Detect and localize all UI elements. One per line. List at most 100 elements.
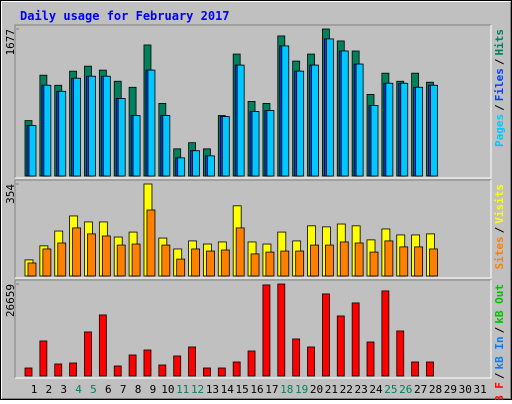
bar xyxy=(247,350,256,377)
bar xyxy=(385,82,394,177)
bar xyxy=(411,361,420,377)
bar xyxy=(72,227,82,277)
legend-separator: / xyxy=(493,104,506,111)
x-tick-label: 1 xyxy=(31,383,38,396)
bar xyxy=(325,38,334,177)
x-tick-label: 4 xyxy=(75,383,82,396)
y-tick-label: 354 xyxy=(4,184,17,204)
bar xyxy=(265,251,275,277)
bar xyxy=(192,150,200,177)
legend: kB F / kB In / kB Out xyxy=(493,284,506,400)
bar xyxy=(277,283,286,377)
bevel xyxy=(2,2,511,399)
x-tick-label: 24 xyxy=(369,383,383,396)
y-tick-label: 26659 xyxy=(4,284,17,317)
bar xyxy=(366,341,375,377)
bar xyxy=(354,242,364,277)
bar xyxy=(217,367,226,377)
bar xyxy=(39,340,48,377)
x-tick-label: 28 xyxy=(429,383,442,396)
panel-bevel xyxy=(15,180,492,279)
bar xyxy=(84,331,92,377)
bar xyxy=(24,367,33,377)
legend-separator: / xyxy=(493,326,506,333)
bar xyxy=(88,75,96,177)
x-tick-label: 5 xyxy=(90,383,97,396)
legend: Pages / Files / Hits xyxy=(493,29,506,147)
panel-bevel xyxy=(15,25,492,179)
bar xyxy=(69,362,78,377)
bar xyxy=(384,240,394,277)
x-tick-label: 14 xyxy=(221,383,235,396)
legend-entry: kB In xyxy=(493,336,506,369)
bar xyxy=(250,253,260,277)
bar xyxy=(128,354,137,377)
bar xyxy=(191,248,200,277)
bar xyxy=(381,290,390,377)
x-tick-label: 9 xyxy=(150,383,157,396)
x-tick-label: 20 xyxy=(310,383,323,396)
x-tick-label: 6 xyxy=(105,383,112,396)
legend-entry: kB F xyxy=(493,382,506,400)
bar xyxy=(28,125,37,177)
x-tick-label: 29 xyxy=(444,383,457,396)
bar xyxy=(73,77,82,177)
x-tick-label: 16 xyxy=(250,383,263,396)
bar xyxy=(339,241,349,277)
bar xyxy=(176,258,186,277)
bar xyxy=(355,63,364,177)
x-tick-label: 7 xyxy=(120,383,127,396)
bar xyxy=(370,105,379,177)
x-tick-label: 27 xyxy=(414,383,427,396)
bar xyxy=(396,330,405,377)
bar xyxy=(281,45,290,177)
bar xyxy=(146,209,156,277)
panel-bevel xyxy=(14,179,491,278)
x-tick-label: 10 xyxy=(161,383,174,396)
bar xyxy=(426,361,434,377)
legend: Sites / Visits xyxy=(493,184,506,270)
legend-entry: Files xyxy=(493,68,506,101)
bar xyxy=(266,110,275,177)
x-tick-label: 13 xyxy=(206,383,219,396)
bar xyxy=(161,244,171,277)
bar xyxy=(116,244,126,277)
bar xyxy=(131,243,141,277)
bar xyxy=(57,242,67,277)
x-tick-label: 25 xyxy=(384,383,397,396)
legend-entry: Hits xyxy=(493,29,506,56)
bar xyxy=(321,293,330,377)
bar xyxy=(162,115,171,177)
x-tick-label: 26 xyxy=(399,383,412,396)
bar xyxy=(132,115,141,177)
panel-bevel xyxy=(14,24,491,178)
bar xyxy=(307,346,315,377)
x-tick-label: 31 xyxy=(473,383,486,396)
panel-bevel xyxy=(15,280,492,379)
bar xyxy=(295,250,305,277)
bar xyxy=(102,75,111,177)
bar xyxy=(292,338,301,377)
legend-entry: Visits xyxy=(493,184,506,224)
bar xyxy=(296,70,305,177)
bar xyxy=(58,90,67,177)
bar xyxy=(414,246,424,277)
bar xyxy=(147,69,156,177)
bar xyxy=(27,262,37,277)
bar xyxy=(43,84,52,177)
legend-separator: / xyxy=(493,58,506,65)
bar xyxy=(117,98,126,177)
y-tick-label: 1677 xyxy=(4,29,17,56)
x-tick-label: 12 xyxy=(191,383,204,396)
x-tick-label: 18 xyxy=(280,383,293,396)
bar xyxy=(310,244,319,277)
bar xyxy=(113,365,122,377)
bar xyxy=(143,349,152,377)
bar xyxy=(235,227,245,277)
bar xyxy=(251,111,260,177)
bar xyxy=(54,363,63,377)
bar xyxy=(400,82,409,177)
bar xyxy=(324,244,334,277)
